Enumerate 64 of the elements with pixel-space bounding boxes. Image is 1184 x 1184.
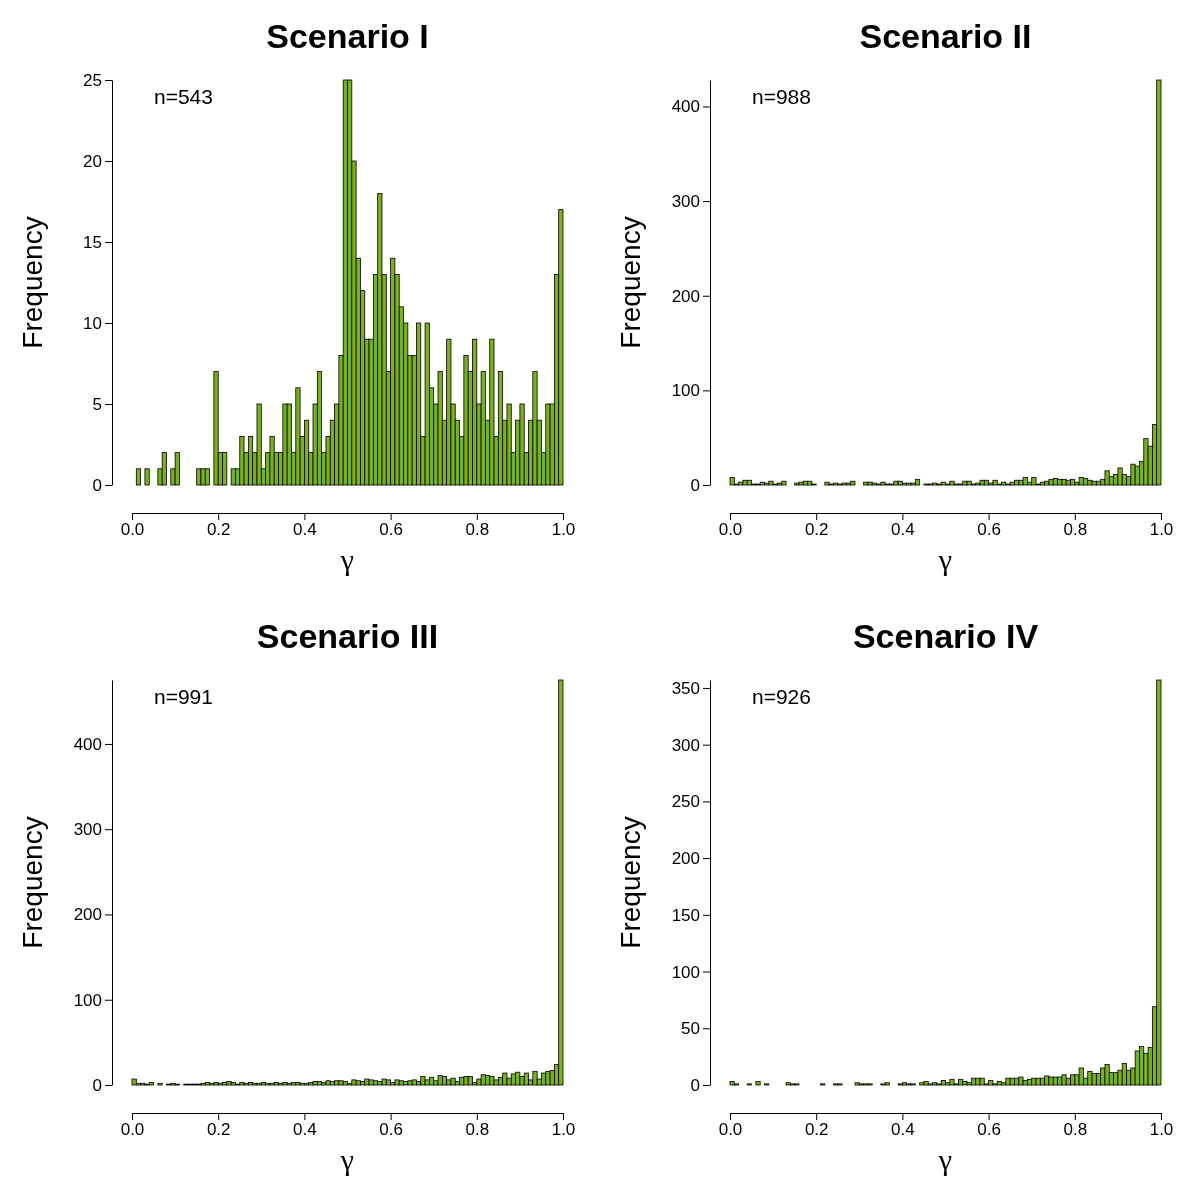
y-axis-title: Frequency	[615, 816, 646, 949]
x-tick-label: 1.0	[1149, 520, 1174, 540]
y-tick-label: 50	[681, 1019, 700, 1039]
x-tick-label: 0.8	[465, 520, 490, 540]
x-tick-label: 1.0	[551, 520, 576, 540]
y-tick-label: 0	[92, 475, 102, 495]
y-tick-label: 0	[690, 1075, 700, 1095]
chart-title: Scenario II	[859, 17, 1032, 55]
x-tick-label: 0.0	[120, 1120, 145, 1140]
y-axis-title: Frequency	[615, 216, 646, 349]
x-tick-label: 0.0	[718, 1120, 743, 1140]
y-tick-label: 250	[671, 792, 700, 812]
y-tick-label: 15	[83, 232, 102, 252]
y-tick-label: 20	[83, 151, 102, 171]
y-tick-label: 5	[92, 394, 102, 414]
x-tick-label: 0.6	[379, 1120, 403, 1140]
annotation: n=926	[752, 685, 811, 708]
y-tick-label: 150	[671, 905, 700, 925]
y-tick-label: 300	[671, 735, 700, 755]
x-axis-title: γ	[937, 543, 953, 576]
y-tick-label: 300	[671, 192, 700, 212]
x-tick-label: 1.0	[551, 1120, 576, 1140]
x-axis-title: γ	[339, 543, 355, 576]
y-tick-label: 350	[671, 678, 700, 698]
y-tick-label: 0	[690, 475, 700, 495]
annotation: n=991	[154, 685, 213, 708]
chart-title: Scenario I	[266, 17, 429, 55]
y-axis-title: Frequency	[17, 816, 48, 949]
x-tick-label: 0.8	[1063, 1120, 1088, 1140]
y-tick-label: 100	[73, 990, 102, 1010]
y-tick-label: 200	[73, 905, 102, 925]
x-tick-label: 1.0	[1149, 1120, 1174, 1140]
y-tick-label: 400	[73, 734, 102, 754]
y-tick-label: 300	[73, 820, 102, 840]
x-tick-label: 0.4	[891, 520, 915, 540]
x-tick-label: 0.2	[804, 1120, 829, 1140]
x-tick-label: 0.8	[465, 1120, 490, 1140]
x-tick-label: 0.4	[891, 1120, 915, 1140]
x-tick-label: 0.8	[1063, 520, 1088, 540]
y-tick-label: 25	[83, 70, 102, 90]
y-tick-label: 0	[92, 1075, 102, 1095]
y-tick-label: 400	[671, 97, 700, 117]
y-axis-title: Frequency	[17, 216, 48, 349]
chart-title: Scenario III	[256, 617, 439, 655]
x-axis-title: γ	[339, 1143, 355, 1176]
x-tick-label: 0.6	[379, 520, 403, 540]
x-tick-label: 0.6	[977, 1120, 1001, 1140]
x-tick-label: 0.4	[293, 520, 317, 540]
y-tick-label: 10	[83, 313, 102, 333]
x-tick-label: 0.2	[206, 520, 231, 540]
x-axis-title: γ	[937, 1143, 953, 1176]
x-tick-label: 0.4	[293, 1120, 317, 1140]
x-tick-label: 0.2	[804, 520, 829, 540]
y-tick-label: 200	[671, 849, 700, 869]
x-tick-label: 0.0	[120, 520, 145, 540]
x-tick-label: 0.2	[206, 1120, 231, 1140]
y-tick-label: 200	[671, 286, 700, 306]
x-tick-label: 0.0	[718, 520, 743, 540]
y-tick-label: 100	[671, 962, 700, 982]
chart-title: Scenario IV	[852, 617, 1039, 655]
annotation: n=543	[154, 85, 213, 108]
x-tick-label: 0.6	[977, 520, 1001, 540]
annotation: n=988	[752, 85, 811, 108]
y-tick-label: 100	[671, 381, 700, 401]
